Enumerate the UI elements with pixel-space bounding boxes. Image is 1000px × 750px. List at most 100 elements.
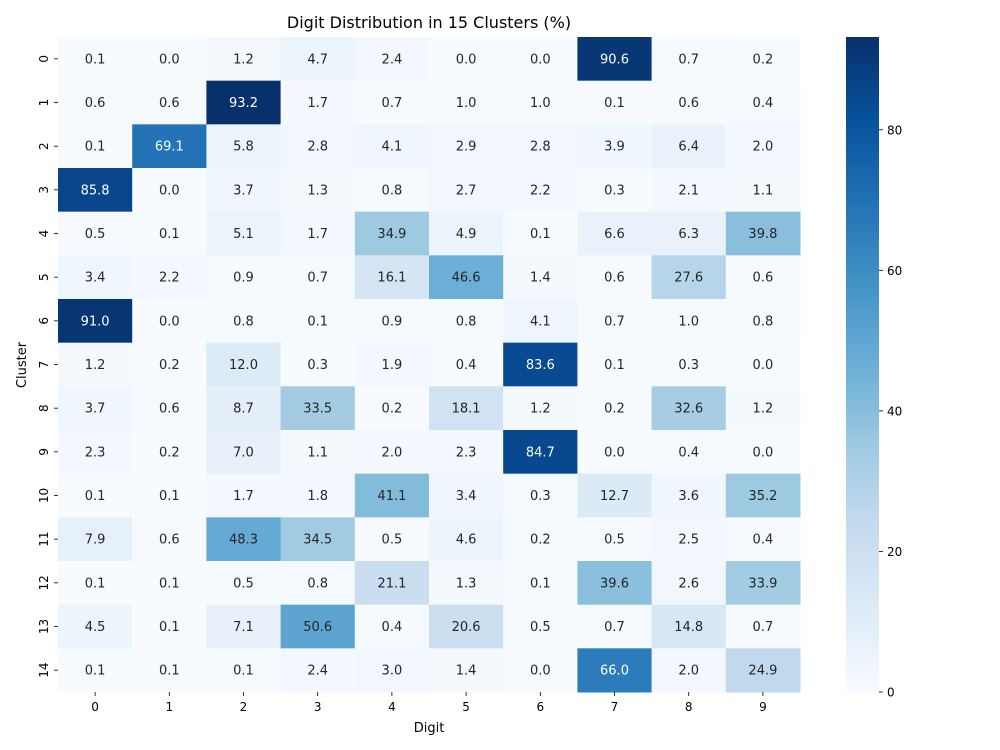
heatmap-cell-r5-c7 <box>577 255 653 300</box>
cell-value-label-r4-c1: 0.1 <box>159 227 180 242</box>
heatmap-cell-r10-c5 <box>429 473 504 518</box>
cell-value-label-r0-c6: 0.0 <box>530 52 551 67</box>
heatmap-cell-r2-c3 <box>280 124 356 169</box>
cell-value-label-r2-c7: 3.9 <box>604 140 625 155</box>
y-axis-label: Cluster <box>15 341 30 388</box>
heatmap-cell-r0-c7 <box>577 37 653 82</box>
cell-value-label-r12-c2: 0.5 <box>233 576 254 591</box>
heatmap-cells: 0.1 0.0 1.2 4.7 2.4 0.0 0.0 90.6 0.7 0.2 0.6 0.6 93.… <box>58 37 801 693</box>
cell-value-label-r0-c0: 0.1 <box>85 52 106 67</box>
heatmap-cell-r6-c0 <box>58 299 133 344</box>
x-tick-label-9: 9 <box>759 700 767 714</box>
heatmap-cell-r8-c5 <box>429 386 504 431</box>
heatmap-cell-r7-c5 <box>429 342 504 387</box>
heatmap-cell-r3-c1 <box>132 168 207 213</box>
heatmap-cell-r9-c2 <box>206 430 282 475</box>
heatmap-cell-r1-c6 <box>503 80 578 125</box>
heatmap-cell-r4-c3 <box>280 211 356 256</box>
cell-value-label-r13-c3: 50.6 <box>303 620 332 635</box>
cell-value-label-r6-c0: 91.0 <box>81 314 110 329</box>
y-tick-label-7: 7 <box>37 361 51 369</box>
cell-value-label-r12-c8: 2.6 <box>678 576 699 591</box>
heatmap-cell-r2-c4 <box>354 124 430 169</box>
heatmap-cell-r9-c3 <box>280 430 356 475</box>
x-tick-label-6: 6 <box>536 700 544 714</box>
heatmap-cell-r3-c7 <box>577 168 653 213</box>
cell-value-label-r11-c1: 0.6 <box>159 533 180 548</box>
heatmap-cell-r2-c0 <box>58 124 133 169</box>
cell-value-label-r2-c6: 2.8 <box>530 140 551 155</box>
heatmap-cell-r9-c7 <box>577 430 653 475</box>
cell-value-label-r8-c6: 1.2 <box>530 402 551 417</box>
cell-value-label-r5-c0: 3.4 <box>85 271 106 286</box>
cell-value-label-r7-c4: 1.9 <box>382 358 403 373</box>
x-axis: 0 1 2 3 4 5 6 7 8 9 <box>91 692 767 714</box>
colorbar-gradient <box>846 37 879 692</box>
cell-value-label-r12-c4: 21.1 <box>377 576 406 591</box>
cell-value-label-r11-c4: 0.5 <box>382 533 403 548</box>
cell-value-label-r3-c9: 1.1 <box>753 183 774 198</box>
colorbar-tick-label-60: 60 <box>887 264 902 278</box>
heatmap-cell-r13-c4 <box>354 604 430 649</box>
cell-value-label-r6-c2: 0.8 <box>233 314 254 329</box>
y-tick-label-2: 2 <box>37 142 51 150</box>
heatmap-cell-r6-c5 <box>429 299 504 344</box>
cell-value-label-r3-c7: 0.3 <box>604 183 625 198</box>
heatmap-cell-r9-c5 <box>429 430 504 475</box>
heatmap-cell-r7-c8 <box>651 342 727 387</box>
cell-value-label-r8-c8: 32.6 <box>674 402 703 417</box>
heatmap-cell-r10-c0 <box>58 473 133 518</box>
heatmap-cell-r1-c5 <box>429 80 504 125</box>
cell-value-label-r14-c7: 66.0 <box>600 664 629 679</box>
cell-value-label-r11-c7: 0.5 <box>604 533 625 548</box>
heatmap-cell-r8-c2 <box>206 386 282 431</box>
cell-value-label-r5-c9: 0.6 <box>753 271 774 286</box>
heatmap-cell-r6-c6 <box>503 299 578 344</box>
cell-value-label-r4-c6: 0.1 <box>530 227 551 242</box>
cell-value-label-r4-c9: 39.8 <box>748 227 777 242</box>
heatmap-cell-r7-c1 <box>132 342 207 387</box>
cell-value-label-r9-c0: 2.3 <box>85 445 106 460</box>
y-tick-label-1: 1 <box>37 99 51 107</box>
cell-value-label-r1-c4: 0.7 <box>382 96 403 111</box>
heatmap-cell-r8-c9 <box>725 386 801 431</box>
heatmap-cell-r7-c6 <box>503 342 578 387</box>
cell-value-label-r8-c3: 33.5 <box>303 402 332 417</box>
cell-value-label-r5-c4: 16.1 <box>377 271 406 286</box>
cell-value-label-r9-c2: 7.0 <box>233 445 254 460</box>
cell-value-label-r12-c6: 0.1 <box>530 576 551 591</box>
y-tick-label-14: 14 <box>37 663 51 678</box>
heatmap-cell-r11-c5 <box>429 517 504 562</box>
cell-value-label-r7-c7: 0.1 <box>604 358 625 373</box>
heatmap-cell-r12-c2 <box>206 561 282 606</box>
cell-value-label-r1-c5: 1.0 <box>456 96 477 111</box>
heatmap-cell-r10-c4 <box>354 473 430 518</box>
heatmap-cell-r1-c0 <box>58 80 133 125</box>
heatmap-cell-r9-c6 <box>503 430 578 475</box>
heatmap-cell-r7-c0 <box>58 342 133 387</box>
heatmap-cell-r6-c9 <box>725 299 801 344</box>
cell-value-label-r0-c9: 0.2 <box>753 52 774 67</box>
cell-value-label-r1-c8: 0.6 <box>678 96 699 111</box>
heatmap-cell-r8-c0 <box>58 386 133 431</box>
cell-value-label-r10-c4: 41.1 <box>377 489 406 504</box>
cell-value-label-r2-c0: 0.1 <box>85 140 106 155</box>
heatmap-cell-r8-c7 <box>577 386 653 431</box>
heatmap-cell-r4-c4 <box>354 211 430 256</box>
cell-value-label-r13-c8: 14.8 <box>674 620 703 635</box>
cell-value-label-r8-c5: 18.1 <box>452 402 481 417</box>
cell-value-label-r12-c9: 33.9 <box>748 576 777 591</box>
cell-value-label-r7-c8: 0.3 <box>678 358 699 373</box>
heatmap-cell-r11-c9 <box>725 517 801 562</box>
cell-value-label-r6-c6: 4.1 <box>530 314 551 329</box>
heatmap-cell-r2-c2 <box>206 124 282 169</box>
cell-value-label-r2-c5: 2.9 <box>456 140 477 155</box>
y-tick-label-11: 11 <box>37 532 51 547</box>
heatmap-cell-r6-c2 <box>206 299 282 344</box>
heatmap-cell-r3-c6 <box>503 168 578 213</box>
cell-value-label-r2-c1: 69.1 <box>155 140 184 155</box>
cell-value-label-r12-c5: 1.3 <box>456 576 477 591</box>
cell-value-label-r13-c2: 7.1 <box>233 620 254 635</box>
cell-value-label-r3-c5: 2.7 <box>456 183 477 198</box>
heatmap-cell-r2-c6 <box>503 124 578 169</box>
